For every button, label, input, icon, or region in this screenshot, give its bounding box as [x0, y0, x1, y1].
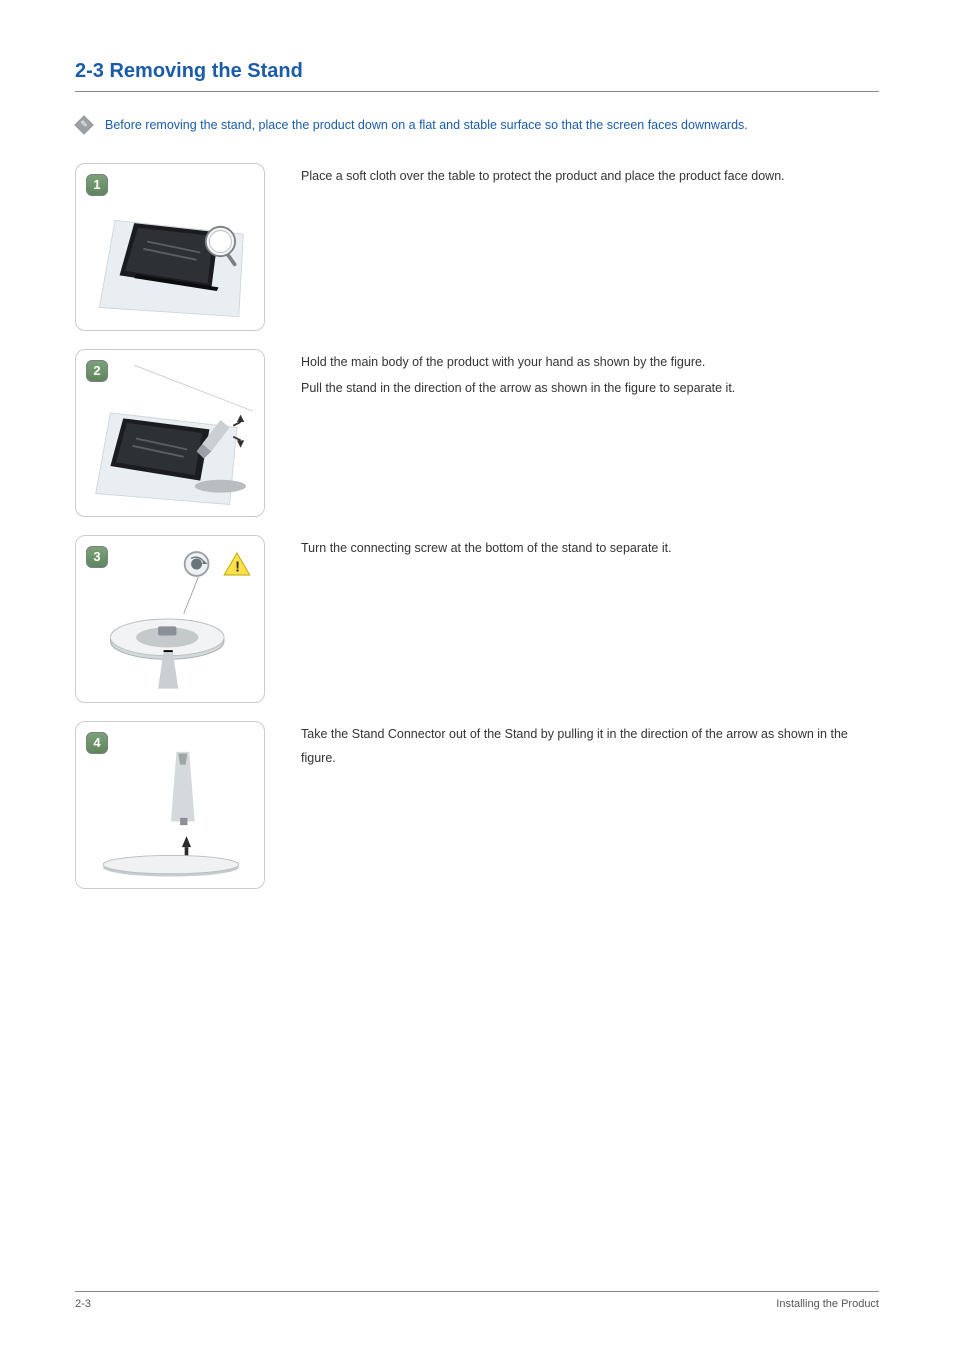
step-figure-4: 4: [75, 721, 265, 889]
step-badge-2: 2: [86, 360, 108, 382]
step-row-3: 3 ! Turn the connec: [75, 535, 879, 703]
step-text: Pull the stand in the direction of the a…: [301, 377, 879, 401]
step-row-2: 2: [75, 349, 879, 517]
step-text: Place a soft cloth over the table to pro…: [301, 165, 879, 189]
step-row-4: 4 Take the Stand Connector out of the St…: [75, 721, 879, 889]
step-badge-4: 4: [86, 732, 108, 754]
step-badge-1: 1: [86, 174, 108, 196]
step-figure-3: 3 !: [75, 535, 265, 703]
page-title: 2-3 Removing the Stand: [75, 60, 879, 83]
footer-right: Installing the Product: [776, 1298, 879, 1310]
step-badge-3: 3: [86, 546, 108, 568]
step-text: Turn the connecting screw at the bottom …: [301, 537, 879, 561]
step-figure-2: 2: [75, 349, 265, 517]
step-row-1: 1 Place a soft cloth over the table to p…: [75, 163, 879, 331]
step-figure-1: 1: [75, 163, 265, 331]
step-text: Take the Stand Connector out of the Stan…: [301, 723, 879, 771]
page-footer: 2-3 Installing the Product: [75, 1291, 879, 1310]
note-icon: [74, 115, 94, 135]
svg-text:!: !: [235, 559, 240, 575]
note-text: Before removing the stand, place the pro…: [105, 116, 748, 135]
step-text: Hold the main body of the product with y…: [301, 351, 879, 375]
footer-left: 2-3: [75, 1298, 91, 1310]
